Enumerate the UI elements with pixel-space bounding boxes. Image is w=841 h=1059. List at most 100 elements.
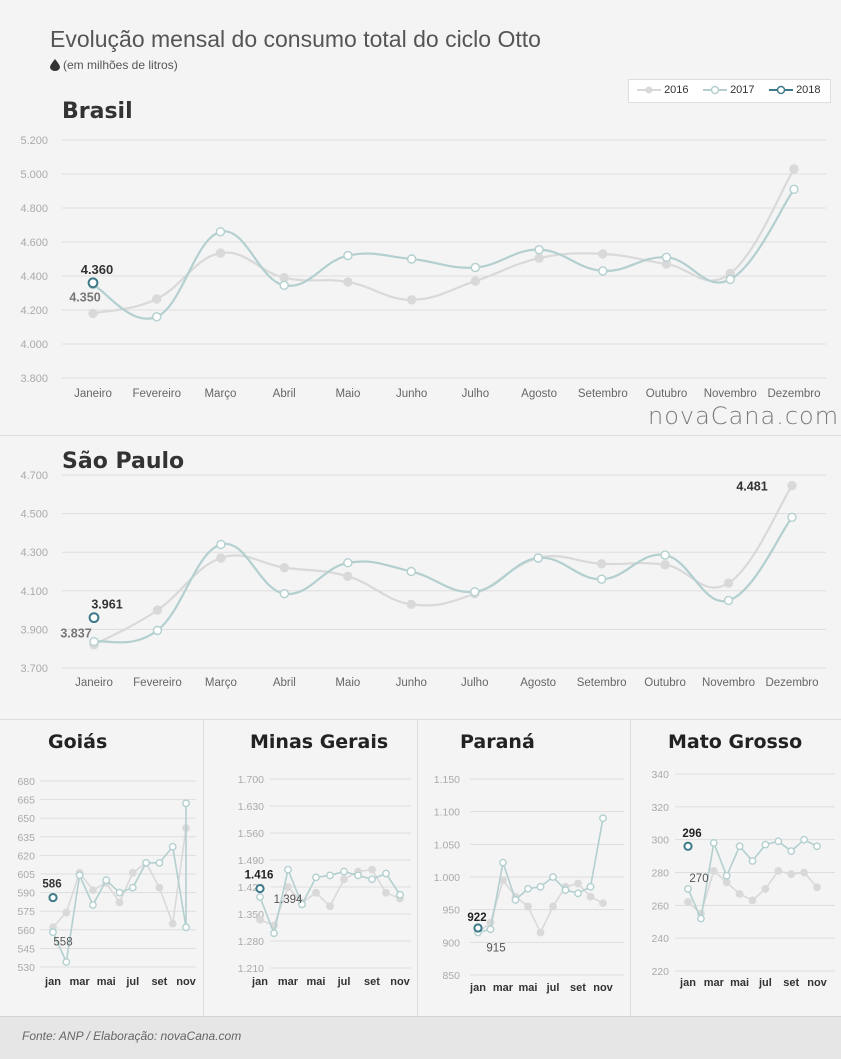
point-2016: [470, 276, 481, 286]
x-tick-label: Outubro: [646, 388, 688, 400]
divider-pr-mt: [630, 720, 631, 1016]
y-tick-label: 4.300: [20, 547, 48, 559]
point-2016: [549, 902, 557, 911]
x-tick-label: Maio: [335, 388, 360, 400]
point-2017: [284, 865, 292, 874]
point-2017: [561, 886, 570, 894]
subtitle-text: (em milhões de litros): [63, 58, 178, 72]
y-tick-label: 1.490: [238, 855, 264, 867]
point-2017: [723, 595, 734, 606]
y-tick-label: 545: [17, 943, 35, 955]
x-tick-label: Julho: [462, 388, 490, 400]
x-tick-label: Maio: [335, 677, 360, 689]
point-2017: [182, 799, 190, 808]
legend-item-2016: 2016: [637, 84, 689, 96]
y-tick-label: 575: [17, 906, 35, 918]
y-tick-label: 4.000: [20, 339, 48, 351]
series-line-2017: [92, 188, 795, 320]
point-2016: [284, 883, 292, 891]
y-tick-label: 5.000: [20, 169, 48, 181]
y-tick-label: 1.210: [238, 963, 264, 975]
x-tick-label: jan: [469, 982, 486, 994]
point-2016: [787, 870, 796, 879]
x-tick-label: mar: [70, 976, 91, 988]
point-2017: [524, 884, 532, 893]
y-tick-label: 900: [442, 937, 460, 949]
y-tick-label: 3.900: [20, 624, 48, 636]
data-label: 1.394: [274, 894, 303, 906]
point-2017: [661, 252, 672, 263]
point-2017: [470, 587, 480, 597]
x-tick-label: Março: [205, 677, 237, 689]
point-2016: [152, 605, 163, 615]
point-2017: [787, 512, 797, 522]
point-2016: [800, 868, 809, 877]
point-2017: [62, 958, 71, 966]
point-2016: [598, 249, 608, 259]
point-2017: [216, 539, 226, 550]
y-tick-label: 620: [17, 850, 35, 862]
y-tick-label: 1.100: [434, 807, 460, 819]
data-label: 922: [467, 912, 486, 924]
point-2016: [88, 308, 98, 319]
point-2016: [684, 898, 692, 906]
x-tick-label: Dezembro: [765, 677, 818, 689]
x-tick-label: mar: [493, 982, 514, 994]
data-label: 586: [42, 879, 61, 891]
point-2017: [787, 847, 796, 856]
y-tick-label: 260: [651, 900, 669, 912]
y-tick-label: 1.560: [238, 828, 264, 840]
point-2016: [216, 553, 226, 563]
y-tick-label: 1.630: [238, 801, 264, 813]
series-line-2017: [477, 818, 604, 934]
point-2016: [723, 578, 734, 588]
point-2017: [499, 858, 507, 867]
point-2017: [709, 839, 718, 847]
sp-title: São Paulo: [62, 449, 185, 474]
x-tick-label: Dezembro: [767, 388, 820, 400]
point-2018: [88, 612, 100, 624]
point-2017: [89, 636, 99, 647]
legend-marker-2018: [769, 85, 793, 95]
legend: 2016 2017 2018: [628, 79, 831, 103]
y-tick-label: 3.700: [20, 663, 48, 675]
point-2017: [735, 842, 744, 851]
point-2016: [406, 599, 416, 610]
point-2017: [486, 925, 495, 934]
point-2016: [115, 898, 124, 907]
y-tick-label: 5.200: [20, 135, 48, 147]
point-2017: [279, 588, 290, 599]
x-tick-label: mai: [97, 976, 116, 988]
series-line-2016: [93, 485, 793, 646]
y-tick-label: 240: [651, 933, 669, 945]
x-tick-label: nov: [176, 976, 196, 988]
y-tick-label: 4.200: [20, 305, 48, 317]
x-tick-label: jan: [251, 976, 268, 988]
x-tick-label: mar: [704, 977, 725, 989]
x-tick-label: jul: [125, 976, 139, 988]
series-line-2017: [93, 516, 793, 644]
data-label: 270: [689, 873, 708, 885]
mg-chart: 1.2101.2801.3501.4201.4901.5601.6301.700…: [238, 774, 411, 988]
point-2016: [343, 571, 353, 582]
x-tick-label: jan: [679, 977, 696, 989]
x-tick-label: Fevereiro: [132, 388, 181, 400]
x-tick-label: Outubro: [644, 677, 686, 689]
point-2017: [343, 250, 353, 261]
x-tick-label: Janeiro: [74, 388, 112, 400]
point-2016: [62, 908, 71, 917]
point-2016: [368, 865, 376, 874]
y-tick-label: 1.700: [238, 774, 264, 786]
y-tick-label: 1.050: [434, 839, 460, 851]
goias-chart: 530 545 560 575 590 605 620 635 650 665 680 jan mar m…: [17, 776, 196, 988]
y-tick-label: 4.800: [20, 203, 48, 215]
legend-item-2018: 2018: [769, 84, 821, 96]
point-2017: [725, 274, 735, 285]
y-tick-label: 650: [17, 813, 35, 825]
point-2017: [684, 885, 692, 893]
point-2017: [533, 553, 543, 563]
data-label: 4.350: [69, 291, 100, 305]
data-label: 4.360: [81, 262, 114, 277]
point-2017: [406, 254, 417, 264]
